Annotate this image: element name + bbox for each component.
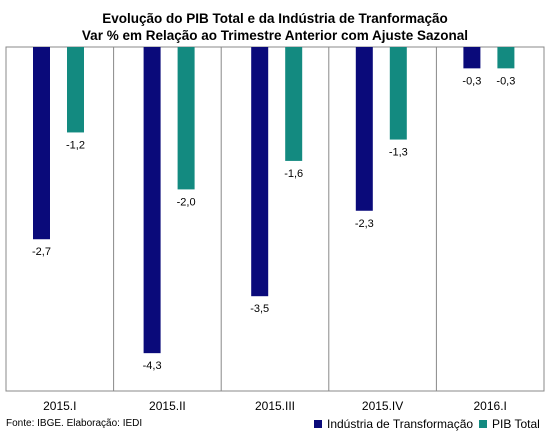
legend-label-pib: PIB Total xyxy=(492,417,540,431)
x-tick-label: 2015.II xyxy=(149,399,186,413)
legend-swatch-pib xyxy=(479,420,487,428)
legend-item-pib: PIB Total xyxy=(479,417,540,431)
bar-pib xyxy=(67,47,84,133)
source-note: Fonte: IBGE. Elaboração: IEDI xyxy=(6,418,143,429)
data-label: -0,3 xyxy=(462,75,481,87)
bar-pib xyxy=(285,47,303,161)
x-tick-label: 2015.IV xyxy=(362,399,403,413)
x-tick-label: 2016.I xyxy=(474,399,507,413)
bar-pib xyxy=(177,47,195,190)
data-label: -1,3 xyxy=(389,147,408,159)
legend-swatch-industria xyxy=(314,420,322,428)
data-label: -4,3 xyxy=(143,360,162,372)
bar-industria xyxy=(143,47,161,354)
bar-industria xyxy=(251,47,269,297)
data-label: -3,5 xyxy=(250,303,269,315)
data-label: -2,0 xyxy=(177,196,196,208)
bar-industria xyxy=(463,47,481,69)
legend-item-industria: Indústria de Transformação xyxy=(314,417,473,431)
plot-frame xyxy=(5,46,545,392)
x-tick-label: 2015.I xyxy=(43,399,76,413)
bar-industria xyxy=(355,47,373,211)
legend-label-industria: Indústria de Transformação xyxy=(327,417,474,431)
bar-pib xyxy=(389,47,407,140)
data-label: -1,6 xyxy=(284,168,303,180)
chart-title: Evolução do PIB Total e da Indústria de … xyxy=(102,11,448,26)
data-label: -2,7 xyxy=(32,246,51,258)
chart-subtitle: Var % em Relação ao Trimestre Anterior c… xyxy=(81,28,469,43)
x-tick-label: 2015.III xyxy=(255,399,295,413)
data-label: -1,2 xyxy=(66,139,85,151)
data-label: -2,3 xyxy=(355,218,374,230)
bar-pib xyxy=(497,47,515,69)
bar-industria xyxy=(33,47,50,240)
data-label: -0,3 xyxy=(496,75,515,87)
